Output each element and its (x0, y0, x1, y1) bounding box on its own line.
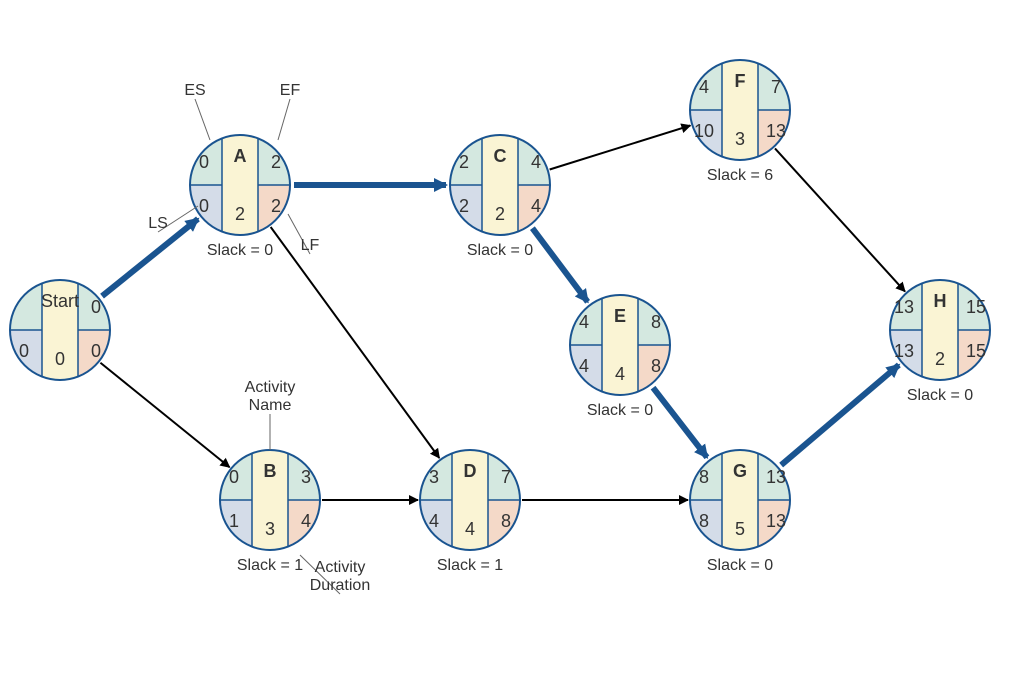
annotation-text: Name (249, 397, 292, 414)
node-duration: 2 (935, 349, 945, 369)
edge-C-E (532, 228, 587, 302)
node-ef: 2 (271, 152, 281, 172)
node-lf: 15 (966, 341, 986, 361)
node-ls: 0 (199, 196, 209, 216)
node-lf: 4 (301, 511, 311, 531)
node-es: 3 (429, 467, 439, 487)
node-es: 8 (699, 467, 709, 487)
node-name: A (234, 146, 247, 166)
node-lf: 13 (766, 121, 786, 141)
slack-label: Slack = 1 (237, 557, 303, 574)
node-name: H (934, 291, 947, 311)
node-ef: 4 (531, 152, 541, 172)
node-ls: 13 (894, 341, 914, 361)
node-duration: 4 (615, 364, 625, 384)
annotation-text: LS (148, 215, 168, 232)
node-lf: 8 (501, 511, 511, 531)
node-duration: 3 (265, 519, 275, 539)
node-ls: 1 (229, 511, 239, 531)
node-H: 13 15 13 15 H 2 Slack = 0 (890, 280, 990, 404)
node-name: Start (41, 291, 79, 311)
slack-label: Slack = 0 (907, 387, 973, 404)
node-D: 3 7 4 8 D 4 Slack = 1 (420, 450, 520, 574)
slack-label: Slack = 0 (587, 402, 653, 419)
node-C: 2 4 2 4 C 2 Slack = 0 (450, 135, 550, 259)
edge-G-H (781, 365, 899, 465)
node-F: 4 7 10 13 F 3 Slack = 6 (690, 60, 790, 184)
node-name: F (735, 71, 746, 91)
node-ef: 7 (771, 77, 781, 97)
slack-label: Slack = 0 (707, 557, 773, 574)
node-ls: 4 (579, 356, 589, 376)
node-ls: 2 (459, 196, 469, 216)
node-es: 2 (459, 152, 469, 172)
annotation-text: EF (280, 82, 301, 99)
node-ef: 8 (651, 312, 661, 332)
node-duration: 2 (235, 204, 245, 224)
node-name: D (464, 461, 477, 481)
node-name: B (264, 461, 277, 481)
node-duration: 2 (495, 204, 505, 224)
node-Start: Start 0 0 0 0 (10, 280, 110, 380)
node-lf: 13 (766, 511, 786, 531)
annotation-line (195, 99, 210, 140)
edge-F-H (775, 148, 905, 291)
node-ef: 0 (91, 297, 101, 317)
node-lf: 0 (91, 341, 101, 361)
slack-label: Slack = 0 (467, 242, 533, 259)
node-duration: 5 (735, 519, 745, 539)
annotation-text: LF (301, 237, 320, 254)
node-es: 4 (579, 312, 589, 332)
node-name: C (494, 146, 507, 166)
network-diagram: Start 0 0 0 0 0 2 0 2 A 2 Slack = 0 0 3 1 4 B 3 Slack = 1 2… (0, 0, 1024, 692)
node-es: 4 (699, 77, 709, 97)
node-E: 4 8 4 8 E 4 Slack = 0 (570, 295, 670, 419)
node-ef: 7 (501, 467, 511, 487)
edge-E-G (653, 388, 707, 458)
edge-A-D (271, 227, 440, 458)
annotation-text: Activity (315, 559, 366, 576)
node-lf: 4 (531, 196, 541, 216)
node-es: 0 (199, 152, 209, 172)
edge-C-F (550, 126, 691, 170)
node-name: G (733, 461, 747, 481)
slack-label: Slack = 0 (207, 242, 273, 259)
node-ls: 0 (19, 341, 29, 361)
node-A: 0 2 0 2 A 2 Slack = 0 (190, 135, 290, 259)
node-name: E (614, 306, 626, 326)
node-duration: 4 (465, 519, 475, 539)
node-duration: 0 (55, 349, 65, 369)
slack-label: Slack = 6 (707, 167, 773, 184)
node-ef: 3 (301, 467, 311, 487)
nodes: Start 0 0 0 0 0 2 0 2 A 2 Slack = 0 0 3 1 4 B 3 Slack = 1 2… (10, 60, 990, 574)
node-lf: 8 (651, 356, 661, 376)
annotation-line (278, 99, 290, 140)
annotation-text: Activity (245, 379, 296, 396)
node-ls: 4 (429, 511, 439, 531)
node-es: 13 (894, 297, 914, 317)
node-ls: 8 (699, 511, 709, 531)
annotation-text: ES (184, 82, 205, 99)
node-lf: 2 (271, 196, 281, 216)
node-B: 0 3 1 4 B 3 Slack = 1 (220, 450, 320, 574)
node-ef: 13 (766, 467, 786, 487)
slack-label: Slack = 1 (437, 557, 503, 574)
node-es: 0 (229, 467, 239, 487)
node-duration: 3 (735, 129, 745, 149)
annotation-text: Duration (310, 577, 370, 594)
node-ef: 15 (966, 297, 986, 317)
node-ls: 10 (694, 121, 714, 141)
edge-Start-B (100, 363, 229, 468)
node-G: 8 13 8 13 G 5 Slack = 0 (690, 450, 790, 574)
